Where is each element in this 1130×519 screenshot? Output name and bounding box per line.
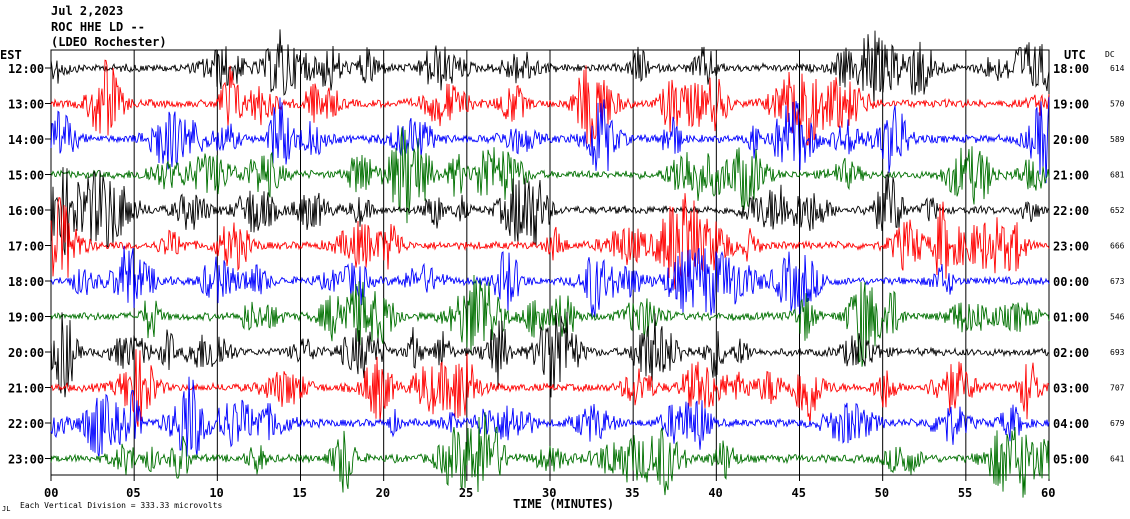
- est-row-label: 16:00: [8, 204, 44, 218]
- est-axis-label: EST: [0, 48, 22, 62]
- utc-row-label: 03:00: [1053, 382, 1089, 396]
- utc-row-label: 05:00: [1053, 453, 1089, 467]
- x-tick-label: 40: [708, 486, 722, 500]
- seismic-trace-row: [50, 349, 1050, 427]
- dc-row-value: 589: [1110, 135, 1125, 144]
- header-station: ROC HHE LD --: [51, 20, 145, 34]
- seismic-trace-row: [50, 274, 1050, 367]
- header-date: Jul 2,2023: [51, 4, 123, 18]
- dc-row-value: 546: [1110, 313, 1125, 322]
- seismic-trace-row: [50, 59, 1050, 153]
- x-tick-label: 20: [376, 486, 390, 500]
- footer-mark: JL: [2, 505, 10, 513]
- x-tick-label: 35: [625, 486, 639, 500]
- x-tick-label: 55: [958, 486, 972, 500]
- dc-row-value: 681: [1110, 171, 1125, 180]
- seismic-trace-row: [50, 311, 1050, 398]
- utc-row-label: 22:00: [1053, 204, 1089, 218]
- seismic-trace-row: [50, 193, 1050, 290]
- seismic-trace-row: [50, 127, 1050, 224]
- utc-row-label: 21:00: [1053, 169, 1089, 183]
- x-tick-label: 10: [209, 486, 223, 500]
- seismic-trace-row: [50, 412, 1050, 498]
- seismic-trace-row: [50, 245, 1050, 318]
- x-tick-label: 15: [293, 486, 307, 500]
- dc-row-value: 679: [1110, 419, 1125, 428]
- est-row-label: 18:00: [8, 275, 44, 289]
- trace-layer: [50, 29, 1050, 498]
- x-axis-title: TIME (MINUTES): [513, 497, 614, 511]
- utc-row-label: 04:00: [1053, 417, 1089, 431]
- est-row-label: 17:00: [8, 240, 44, 254]
- est-row-label: 14:00: [8, 133, 44, 147]
- utc-row-label: 00:00: [1053, 275, 1089, 289]
- footer-note: Each Vertical Division = 333.33 microvol…: [20, 501, 222, 510]
- utc-row-label: 20:00: [1053, 133, 1089, 147]
- seismic-trace-row: [50, 376, 1050, 458]
- est-row-label: 15:00: [8, 169, 44, 183]
- seismic-trace-row: [50, 29, 1050, 106]
- dc-label: DC: [1105, 50, 1115, 59]
- dc-row-value: 666: [1110, 242, 1125, 251]
- x-tick-label: 45: [792, 486, 806, 500]
- dc-row-value: 652: [1110, 206, 1125, 215]
- utc-row-label: 01:00: [1053, 311, 1089, 325]
- dc-row-value: 641: [1110, 455, 1125, 464]
- est-row-label: 13:00: [8, 98, 44, 112]
- est-row-label: 22:00: [8, 417, 44, 431]
- x-tick-label: 05: [126, 486, 140, 500]
- est-row-label: 12:00: [8, 62, 44, 76]
- utc-row-label: 02:00: [1053, 346, 1089, 360]
- x-tick-label: 60: [1041, 486, 1055, 500]
- utc-axis-label: UTC: [1064, 48, 1086, 62]
- dc-row-value: 673: [1110, 277, 1125, 286]
- dc-row-value: 570: [1110, 100, 1125, 109]
- utc-row-label: 18:00: [1053, 62, 1089, 76]
- est-row-label: 20:00: [8, 346, 44, 360]
- est-row-label: 23:00: [8, 453, 44, 467]
- est-row-label: 21:00: [8, 382, 44, 396]
- x-tick-label: 00: [44, 486, 58, 500]
- seismic-trace-row: [50, 97, 1050, 184]
- label-layer: 00 05 10 15 20 25 30 35 40 45 50 55 60 12:00 18:00 614 1…: [8, 62, 1125, 500]
- utc-row-label: 23:00: [1053, 240, 1089, 254]
- dc-row-value: 707: [1110, 384, 1125, 393]
- seismic-trace-row: [50, 167, 1050, 256]
- header-network: (LDEO Rochester): [51, 35, 167, 49]
- utc-row-label: 19:00: [1053, 98, 1089, 112]
- dc-row-value: 614: [1110, 64, 1125, 73]
- dc-row-value: 693: [1110, 348, 1125, 357]
- x-tick-label: 50: [875, 486, 889, 500]
- x-tick-label: 30: [542, 486, 556, 500]
- x-tick-label: 25: [459, 486, 473, 500]
- est-row-label: 19:00: [8, 311, 44, 325]
